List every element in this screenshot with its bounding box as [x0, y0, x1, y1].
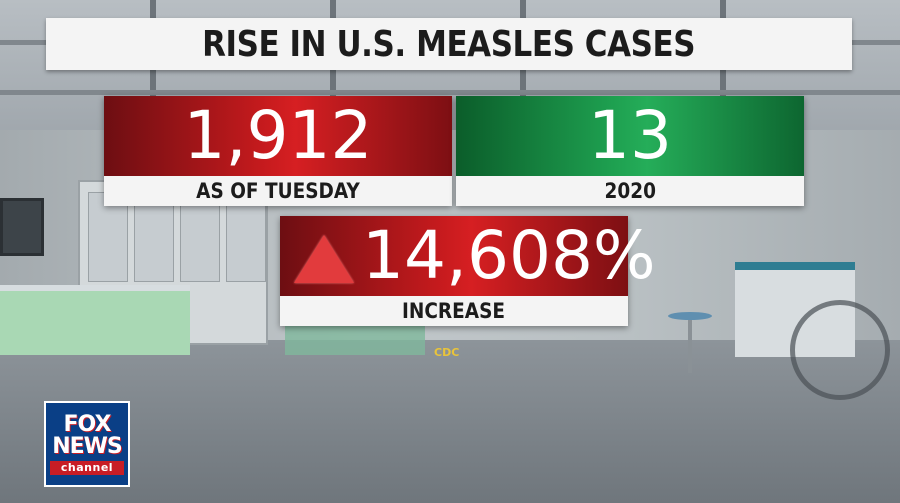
stat-box-previous: 13 2020 [456, 96, 804, 206]
logo-channel: channel [50, 460, 124, 475]
up-triangle-icon [294, 235, 354, 283]
stat-box-current: 1,912 AS OF TUESDAY [104, 96, 452, 206]
graphic-title: RISE IN U.S. MEASLES CASES [202, 23, 696, 65]
stat-value-previous: 13 [456, 96, 804, 176]
wheelchair [790, 300, 890, 400]
stat-label-increase-box: INCREASE [280, 296, 628, 326]
stool-leg [688, 318, 692, 373]
title-bar: RISE IN U.S. MEASLES CASES [46, 18, 852, 70]
source-credit: CDC [434, 346, 460, 359]
stat-value-increase: 14,608% [362, 217, 656, 294]
floor [0, 340, 900, 503]
stat-value-increase-row: 14,608% [280, 216, 656, 296]
stool [668, 312, 712, 320]
stat-value-current: 1,912 [104, 96, 452, 176]
logo-fox: FOX [63, 411, 112, 437]
logo-news: NEWS [52, 433, 123, 459]
stat-label-previous: 2020 [604, 179, 656, 203]
stat-label-current: AS OF TUESDAY [196, 179, 360, 203]
hospital-bed [0, 285, 190, 355]
stat-label-current-box: AS OF TUESDAY [104, 176, 452, 206]
stat-label-previous-box: 2020 [456, 176, 804, 206]
stat-label-increase: INCREASE [402, 299, 506, 323]
fox-news-logo: FOX NEWS channel [44, 401, 130, 487]
wall-monitor [0, 198, 44, 256]
stat-box-increase: 14,608% INCREASE [280, 216, 656, 326]
